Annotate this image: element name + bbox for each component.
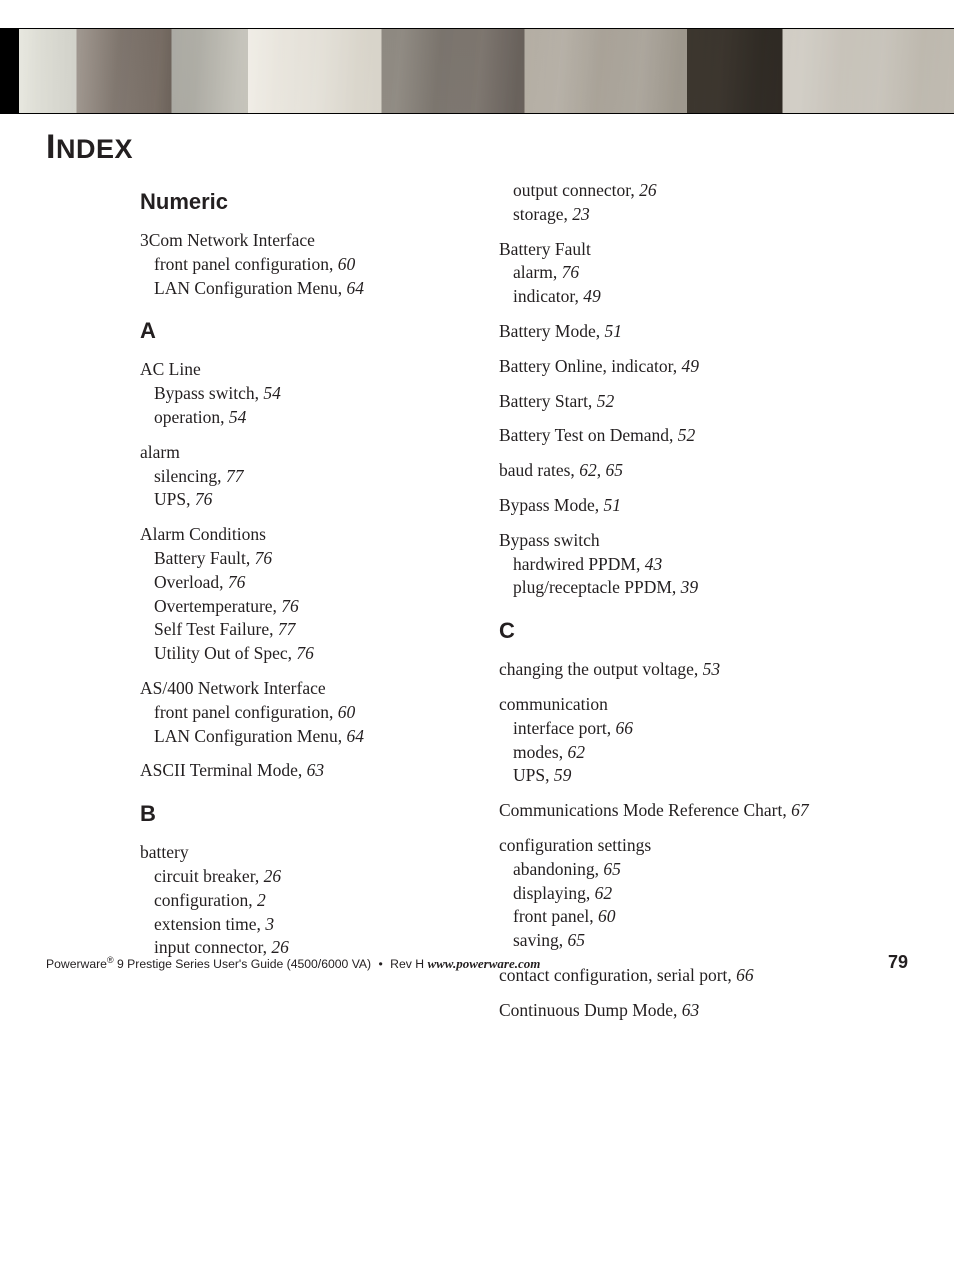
index-entry-continuation: output connector, 26 storage, 23: [499, 179, 908, 227]
index-term: alarm: [140, 441, 455, 465]
footer-rev: Rev H: [390, 957, 424, 971]
footer-url: www.powerware.com: [427, 956, 540, 971]
index-subentry: alarm, 76: [499, 261, 908, 285]
index-column-right: output connector, 26 storage, 23 Battery…: [499, 171, 908, 1034]
index-term: Bypass Mode,: [499, 495, 599, 515]
index-entry: Battery Online, indicator, 49: [499, 355, 908, 379]
index-subentry: Battery Fault, 76: [140, 547, 455, 571]
index-subentry: Bypass switch, 54: [140, 382, 455, 406]
index-term: Battery Fault: [499, 238, 908, 262]
index-entry: changing the output voltage, 53: [499, 658, 908, 682]
index-subentry: modes, 62: [499, 741, 908, 765]
index-column-left: Numeric 3Com Network Interface front pan…: [46, 171, 455, 1034]
index-term: ASCII Terminal Mode,: [140, 760, 302, 780]
index-entry: Bypass Mode, 51: [499, 494, 908, 518]
index-entry: Communications Mode Reference Chart, 67: [499, 799, 908, 823]
index-heading-b: B: [140, 801, 455, 827]
index-term: Battery Online, indicator,: [499, 356, 677, 376]
index-subentry: abandoning, 65: [499, 858, 908, 882]
index-subentry: LAN Configuration Menu, 64: [140, 725, 455, 749]
index-subentry: UPS, 59: [499, 764, 908, 788]
index-subentry: Overtemperature, 76: [140, 595, 455, 619]
index-subentry: output connector, 26: [499, 179, 908, 203]
index-entry: Continuous Dump Mode, 63: [499, 999, 908, 1023]
index-subentry: interface port, 66: [499, 717, 908, 741]
index-subentry: front panel configuration, 60: [140, 701, 455, 725]
index-entry: Alarm Conditions Battery Fault, 76 Overl…: [140, 523, 455, 666]
index-entry: Battery Mode, 51: [499, 320, 908, 344]
index-term: battery: [140, 841, 455, 865]
index-entry: alarm silencing, 77 UPS, 76: [140, 441, 455, 512]
chapter-initial: I: [46, 128, 56, 166]
header-banner-image: [0, 28, 954, 114]
index-subentry: displaying, 62: [499, 882, 908, 906]
index-term: changing the output voltage,: [499, 659, 698, 679]
index-subentry: hardwired PPDM, 43: [499, 553, 908, 577]
index-heading-c: C: [499, 618, 908, 644]
index-term: baud rates,: [499, 460, 575, 480]
index-term: Communications Mode Reference Chart,: [499, 800, 787, 820]
index-term: Battery Mode,: [499, 321, 600, 341]
index-term: 3Com Network Interface: [140, 229, 455, 253]
index-entry: Bypass switch hardwired PPDM, 43 plug/re…: [499, 529, 908, 600]
index-subentry: silencing, 77: [140, 465, 455, 489]
index-entry: communication interface port, 66 modes, …: [499, 693, 908, 788]
index-subentry: storage, 23: [499, 203, 908, 227]
index-term: Alarm Conditions: [140, 523, 455, 547]
index-entry: 3Com Network Interface front panel confi…: [140, 229, 455, 300]
footer-left: Powerware® 9 Prestige Series User's Guid…: [46, 955, 540, 972]
index-subentry: front panel, 60: [499, 905, 908, 929]
footer-title-rest: 9 Prestige Series User's Guide (4500/600…: [114, 957, 372, 971]
index-subentry: UPS, 76: [140, 488, 455, 512]
index-term: AC Line: [140, 358, 455, 382]
index-term: Bypass switch: [499, 529, 908, 553]
index-subentry: saving, 65: [499, 929, 908, 953]
footer-product: Powerware: [46, 957, 107, 971]
index-columns: Numeric 3Com Network Interface front pan…: [46, 171, 908, 1034]
index-term: AS/400 Network Interface: [140, 677, 455, 701]
index-entry: AS/400 Network Interface front panel con…: [140, 677, 455, 748]
page-number: 79: [888, 952, 908, 973]
main-content: INDEX Numeric 3Com Network Interface fro…: [0, 114, 954, 1034]
index-subentry: front panel configuration, 60: [140, 253, 455, 277]
index-subentry: circuit breaker, 26: [140, 865, 455, 889]
index-entry: battery circuit breaker, 26 configuratio…: [140, 841, 455, 960]
index-entry: Battery Test on Demand, 52: [499, 424, 908, 448]
footer-separator: •: [379, 957, 383, 971]
index-subentry: Overload, 76: [140, 571, 455, 595]
index-entry: Battery Start, 52: [499, 390, 908, 414]
index-entry: Battery Fault alarm, 76 indicator, 49: [499, 238, 908, 309]
index-entry: ASCII Terminal Mode, 63: [140, 759, 455, 783]
page-footer: Powerware® 9 Prestige Series User's Guid…: [46, 952, 908, 973]
index-term: Battery Test on Demand,: [499, 425, 673, 445]
index-subentry: plug/receptacle PPDM, 39: [499, 576, 908, 600]
chapter-rest: NDEX: [56, 134, 133, 164]
index-subentry: Self Test Failure, 77: [140, 618, 455, 642]
index-subentry: extension time, 3: [140, 913, 455, 937]
index-subentry: Utility Out of Spec, 76: [140, 642, 455, 666]
index-subentry: configuration, 2: [140, 889, 455, 913]
index-term: communication: [499, 693, 908, 717]
index-heading-a: A: [140, 318, 455, 344]
index-subentry: operation, 54: [140, 406, 455, 430]
index-term: configuration settings: [499, 834, 908, 858]
index-entry: baud rates, 62, 65: [499, 459, 908, 483]
index-entry: configuration settings abandoning, 65 di…: [499, 834, 908, 953]
chapter-title: INDEX: [46, 128, 908, 167]
index-subentry: indicator, 49: [499, 285, 908, 309]
registered-mark: ®: [107, 955, 114, 965]
index-entry: AC Line Bypass switch, 54 operation, 54: [140, 358, 455, 429]
index-term: Continuous Dump Mode,: [499, 1000, 677, 1020]
index-term: Battery Start,: [499, 391, 592, 411]
index-heading-numeric: Numeric: [140, 189, 455, 215]
index-subentry: LAN Configuration Menu, 64: [140, 277, 455, 301]
